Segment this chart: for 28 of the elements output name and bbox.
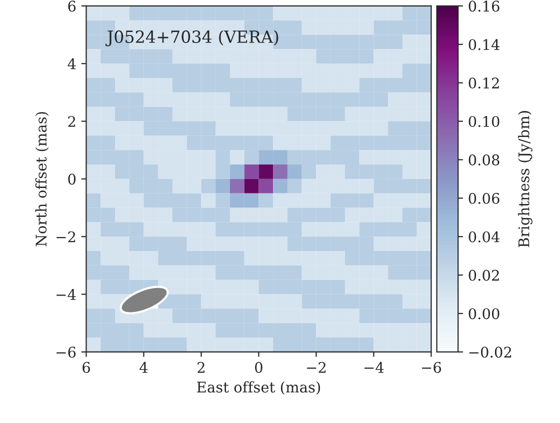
x-tick-label: 6 (82, 362, 90, 373)
y-tick-label: 2 (68, 116, 76, 127)
color-bar-label: 0.00 (468, 308, 500, 320)
color-bar-label: 0.08 (468, 154, 500, 166)
x-axis-title: East offset (mas) (197, 381, 320, 395)
color-bar-title: Brightness (Jy/bm) (518, 111, 532, 248)
y-tick-label: −6 (56, 346, 76, 358)
y-tick-label: 4 (68, 58, 76, 70)
x-tick-label: 4 (140, 362, 148, 373)
x-tick-label: −2 (307, 362, 326, 373)
y-tick-label: 6 (68, 0, 76, 12)
annotation: J0524+7034 (VERA) (106, 30, 278, 46)
color-bar-label: 0.10 (468, 116, 500, 128)
color-bar-label: 0.04 (468, 231, 500, 242)
color-bar-label: 0.12 (468, 78, 499, 89)
x-tick-label: −6 (422, 362, 442, 373)
color-bar-label: 0.02 (468, 270, 499, 281)
color-bar-label: −0.02 (469, 346, 512, 358)
y-tick-label: −4 (56, 288, 76, 300)
color-bar-label: 0.06 (468, 192, 500, 204)
x-tick-label: 2 (198, 362, 204, 373)
color-bar-label: 0.16 (468, 0, 500, 12)
y-tick-label: −2 (56, 231, 76, 242)
y-axis-title: North offset (mas) (35, 112, 49, 246)
x-tick-label: −4 (364, 362, 384, 373)
color-bar-label: 0.14 (468, 39, 500, 50)
y-tick-label: 0 (68, 174, 76, 185)
x-tick-label: 0 (255, 362, 262, 373)
